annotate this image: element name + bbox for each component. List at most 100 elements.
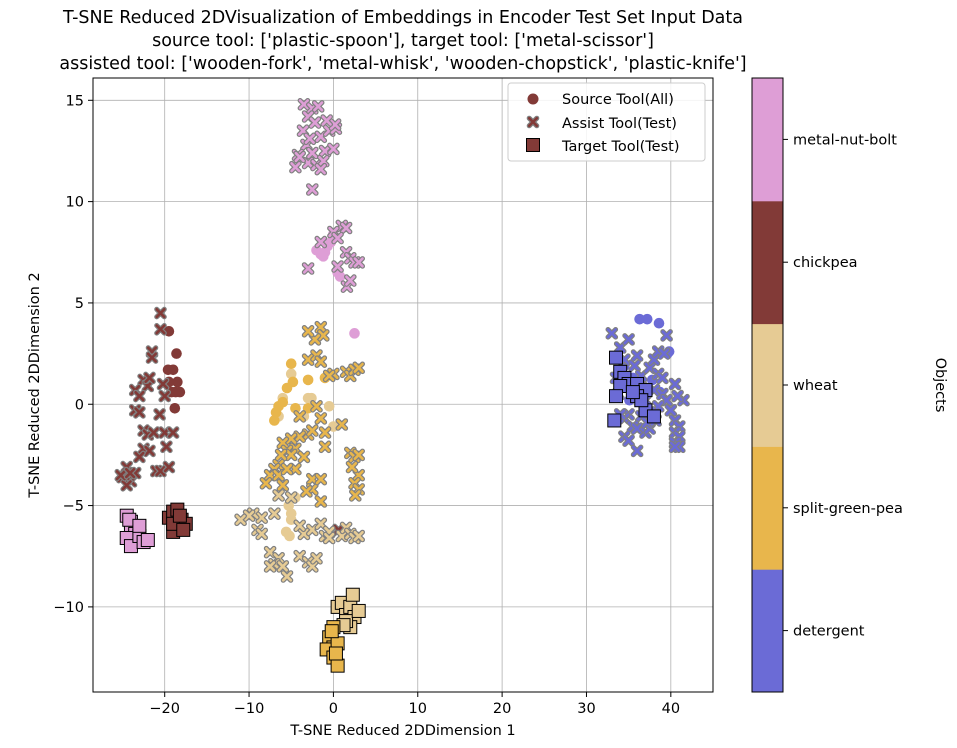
source-point [290, 403, 301, 414]
assist-point [276, 436, 290, 450]
assist-point [657, 347, 671, 360]
assist-point [318, 426, 332, 439]
assist-point [335, 418, 349, 431]
x-axis-label: T-SNE Reduced 2DDimension 1 [289, 723, 515, 739]
assist-point [297, 450, 311, 464]
assist-point [348, 489, 362, 502]
legend-box [507, 82, 706, 162]
assist-point [651, 399, 665, 413]
source-point [302, 374, 314, 386]
colorbar-frame [751, 77, 784, 693]
assist-point [314, 355, 328, 369]
assist-point [352, 529, 366, 543]
assist-point [114, 468, 128, 482]
x-tick-label: −10 [234, 701, 265, 717]
assist-point [345, 460, 359, 474]
target-point [646, 409, 661, 424]
assist-point [352, 361, 366, 375]
source-point [285, 358, 297, 370]
assist-point [301, 353, 315, 367]
assist-point [310, 399, 323, 413]
assist-point [314, 517, 328, 531]
source-point [172, 376, 183, 388]
chart-title: T-SNE Reduced 2DVisualization of Embeddi… [59, 8, 746, 74]
assist-point [133, 406, 146, 419]
colorbar: detergent split-green-pea wheat chickpea met… [751, 77, 903, 693]
assist-point [343, 274, 357, 287]
plot-frame [92, 77, 714, 693]
assist-point [268, 507, 281, 521]
y-tick-label: 5 [75, 296, 84, 312]
assist-point [156, 377, 170, 391]
y-tick-label: 10 [66, 195, 84, 211]
assist-point [284, 448, 298, 462]
assist-point [143, 444, 156, 458]
target-point [345, 587, 360, 602]
assist-point [328, 118, 342, 131]
source-point [349, 328, 360, 339]
target-point [132, 518, 147, 533]
target-point [324, 624, 339, 639]
assist-point [255, 511, 269, 525]
assist-point [153, 408, 166, 421]
colorbar-label: Objects [932, 358, 948, 413]
assist-point [234, 513, 247, 527]
grid-lines [93, 78, 713, 692]
source-point [634, 313, 645, 325]
assist-point [671, 389, 684, 403]
assist-point [154, 464, 167, 478]
target-point [176, 522, 191, 537]
assist-point [668, 440, 682, 454]
assist-point [147, 426, 160, 439]
assist-point [630, 422, 644, 435]
assist-point [293, 519, 307, 533]
assist-point [305, 560, 319, 573]
assist-point [133, 389, 146, 403]
y-axis-label: T-SNE Reduced 2DDimension 2 [27, 272, 43, 498]
assist-point [276, 478, 290, 492]
assist-point [301, 262, 315, 275]
assist-point [143, 371, 156, 385]
colorbar-segment [752, 200, 783, 325]
target-point [140, 533, 155, 548]
axis-ticks: −20 −10 0 10 20 30 40 −10 −5 0 5 10 15 [53, 93, 680, 717]
assist-point [311, 100, 325, 113]
target-point [351, 603, 366, 618]
assist-point [628, 359, 641, 373]
target-point [625, 385, 640, 400]
assist-point [123, 466, 137, 480]
x-tick-label: 40 [662, 701, 680, 717]
assist-point [293, 410, 307, 423]
assist-point [305, 424, 319, 437]
assist-point [284, 432, 298, 446]
assist-point [630, 444, 644, 458]
legend-label-source: Source Tool(All) [562, 92, 674, 108]
source-point [334, 271, 346, 282]
assist-point [154, 306, 167, 320]
assist-point [318, 440, 332, 454]
assist-point [339, 221, 353, 235]
y-tick-label: −5 [63, 499, 84, 515]
points-layer [114, 98, 690, 673]
source-point [170, 386, 181, 398]
assist-point [303, 132, 317, 146]
chart-title-line-2: source tool: ['plastic-spoon'], target t… [152, 31, 654, 51]
chart-title-line-3: assisted tool: ['wooden-fork', 'metal-wh… [59, 54, 746, 74]
assist-point [145, 351, 159, 364]
x-tick-label: −20 [149, 701, 180, 717]
assist-point [630, 349, 644, 362]
source-point [169, 403, 181, 414]
x-tick-label: 0 [329, 701, 338, 717]
assist-point [133, 450, 146, 464]
assist-point [660, 329, 673, 342]
assist-point [331, 231, 344, 245]
assist-point [605, 326, 619, 340]
assist-point [613, 341, 627, 354]
source-point [317, 251, 329, 262]
assist-point [289, 160, 302, 174]
legend-marker-source [527, 93, 539, 105]
assist-point [255, 527, 269, 541]
colorbar-segment [752, 446, 783, 570]
assist-point [162, 460, 176, 474]
